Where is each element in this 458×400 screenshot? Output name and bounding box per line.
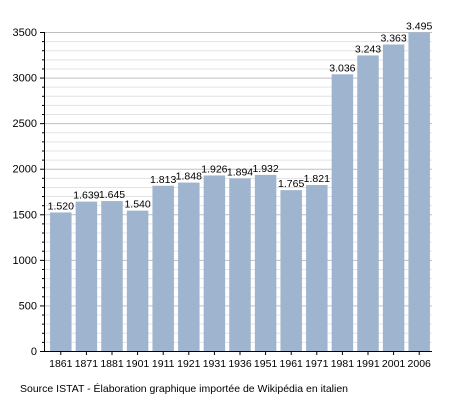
bar xyxy=(178,182,200,351)
bar-value-label: 1.520 xyxy=(48,200,74,212)
bar xyxy=(75,201,98,351)
x-tick-label: 1991 xyxy=(356,358,380,370)
y-tick-label: 3000 xyxy=(13,73,37,85)
bar-value-label: 1.932 xyxy=(252,163,278,175)
x-tick-label: 2001 xyxy=(382,358,406,370)
y-tick-label: 1500 xyxy=(13,209,37,221)
x-tick-label: 1911 xyxy=(152,358,175,370)
bar xyxy=(254,174,277,351)
x-tick-label: 1961 xyxy=(280,358,304,370)
x-tick-label: 1901 xyxy=(126,358,150,370)
y-tick-label: 1000 xyxy=(13,255,37,267)
bar-value-label: 3.363 xyxy=(380,32,406,44)
y-tick-label: 500 xyxy=(19,300,37,312)
bar-value-label: 1.894 xyxy=(227,166,253,178)
bar xyxy=(306,185,328,351)
x-tick-label: 1971 xyxy=(305,358,329,370)
x-tick-label: 1931 xyxy=(203,358,227,370)
bar-value-label: 1.540 xyxy=(124,199,150,211)
labels: 0 500 1000 1500 2000 2500 3000 3500 1.520 1861 1.6… xyxy=(13,20,433,370)
bar xyxy=(408,32,430,351)
bar-value-label: 3.495 xyxy=(406,20,432,32)
bars xyxy=(50,32,430,352)
x-tick-label: 1881 xyxy=(100,358,124,370)
bar-value-label: 1.926 xyxy=(201,163,227,175)
bar xyxy=(280,190,302,351)
bar-value-label: 1.848 xyxy=(176,171,202,183)
bar xyxy=(331,74,354,351)
bar xyxy=(229,178,251,351)
bar-value-label: 3.036 xyxy=(329,62,355,74)
y-tick-label: 0 xyxy=(31,346,37,358)
source-note: Source ISTAT - Élaboration graphique imp… xyxy=(20,383,349,395)
bar-value-label: 1.639 xyxy=(73,190,99,202)
x-tick-label: 1921 xyxy=(177,358,201,370)
bar-value-label: 1.821 xyxy=(304,173,330,185)
bar-value-label: 1.765 xyxy=(278,178,304,190)
bar xyxy=(101,201,123,351)
x-tick-label: 1951 xyxy=(254,358,278,370)
y-tick-label: 3500 xyxy=(13,27,37,39)
bar-value-label: 3.243 xyxy=(355,43,381,55)
x-tick-label: 1936 xyxy=(228,358,252,370)
x-tick-label: 1871 xyxy=(75,358,99,370)
bar xyxy=(50,212,72,351)
y-tick-label: 2000 xyxy=(13,164,37,176)
x-tick-label: 1981 xyxy=(331,358,355,370)
axes xyxy=(40,32,432,355)
bar xyxy=(203,175,226,351)
bar-value-label: 1.645 xyxy=(99,189,125,201)
bar xyxy=(126,210,149,351)
x-tick-label: 1861 xyxy=(49,358,73,370)
bar xyxy=(357,55,379,352)
y-tick-label: 2500 xyxy=(13,118,37,130)
bar-value-label: 1.813 xyxy=(150,174,176,186)
x-tick-label: 2006 xyxy=(408,358,432,370)
bar xyxy=(382,44,405,351)
bar xyxy=(152,185,174,351)
